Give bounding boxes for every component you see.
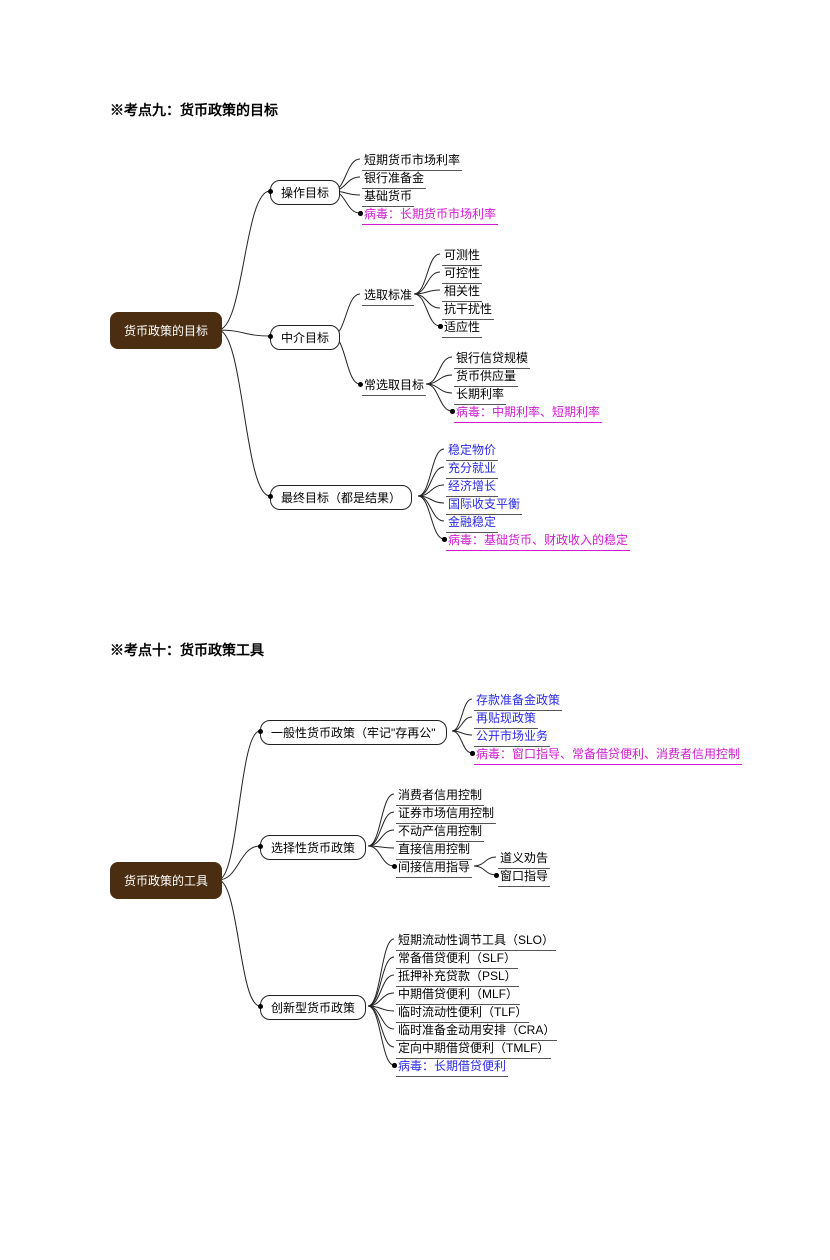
connector-dot [450,409,455,414]
branch-general: 一般性货币政策（牢记"存再公" [260,720,447,745]
connector-dot [258,729,263,734]
s2-leaf-3: 病毒：中期利率、短期利率 [454,402,602,423]
root-1: 货币政策的目标 [110,312,222,349]
sub-criteria: 选取标准 [362,285,414,306]
branch-innovative: 创新型货币政策 [260,995,366,1020]
connector-dot [438,324,443,329]
g1-leaf-3: 病毒：窗口指导、常备借贷便利、消费者信用控制 [474,744,742,765]
connector-dot [268,334,273,339]
section1-title: ※考点九：货币政策的目标 [110,100,770,120]
connector-dot [258,1004,263,1009]
selsub-leaf-1: 窗口指导 [498,866,550,887]
b1-leaf-3: 病毒：长期货币市场利率 [362,204,498,225]
sub-common: 常选取目标 [362,375,426,396]
branch-intermediate: 中介目标 [270,325,340,350]
connector-dot [258,844,263,849]
inn-leaf-7: 病毒：长期借贷便利 [396,1056,508,1077]
connector-dot [268,189,273,194]
connector-dot [392,864,397,869]
mindmap-2: 货币政策的工具一般性货币政策（牢记"存再公"存款准备金政策再贴现政策公开市场业务… [110,680,770,1120]
connector-dot [268,494,273,499]
root-2: 货币政策的工具 [110,862,222,899]
sel-sub: 间接信用指导 [396,857,472,878]
mindmap-1: 货币政策的目标操作目标短期货币市场利率银行准备金基础货币病毒：长期货币市场利率中… [110,140,770,560]
branch-operate: 操作目标 [270,180,340,205]
s1-leaf-4: 适应性 [442,317,482,338]
connector-dot [470,751,475,756]
section2-title: ※考点十：货币政策工具 [110,640,770,660]
connector-dot [392,1063,397,1068]
connector-dot [442,537,447,542]
b3-leaf-5: 病毒：基础货币、财政收入的稳定 [446,530,630,551]
connector-dot [494,873,499,878]
branch-selective: 选择性货币政策 [260,835,366,860]
branch-final: 最终目标（都是结果） [270,485,412,510]
connector-dot [358,211,363,216]
connector-dot [358,382,363,387]
